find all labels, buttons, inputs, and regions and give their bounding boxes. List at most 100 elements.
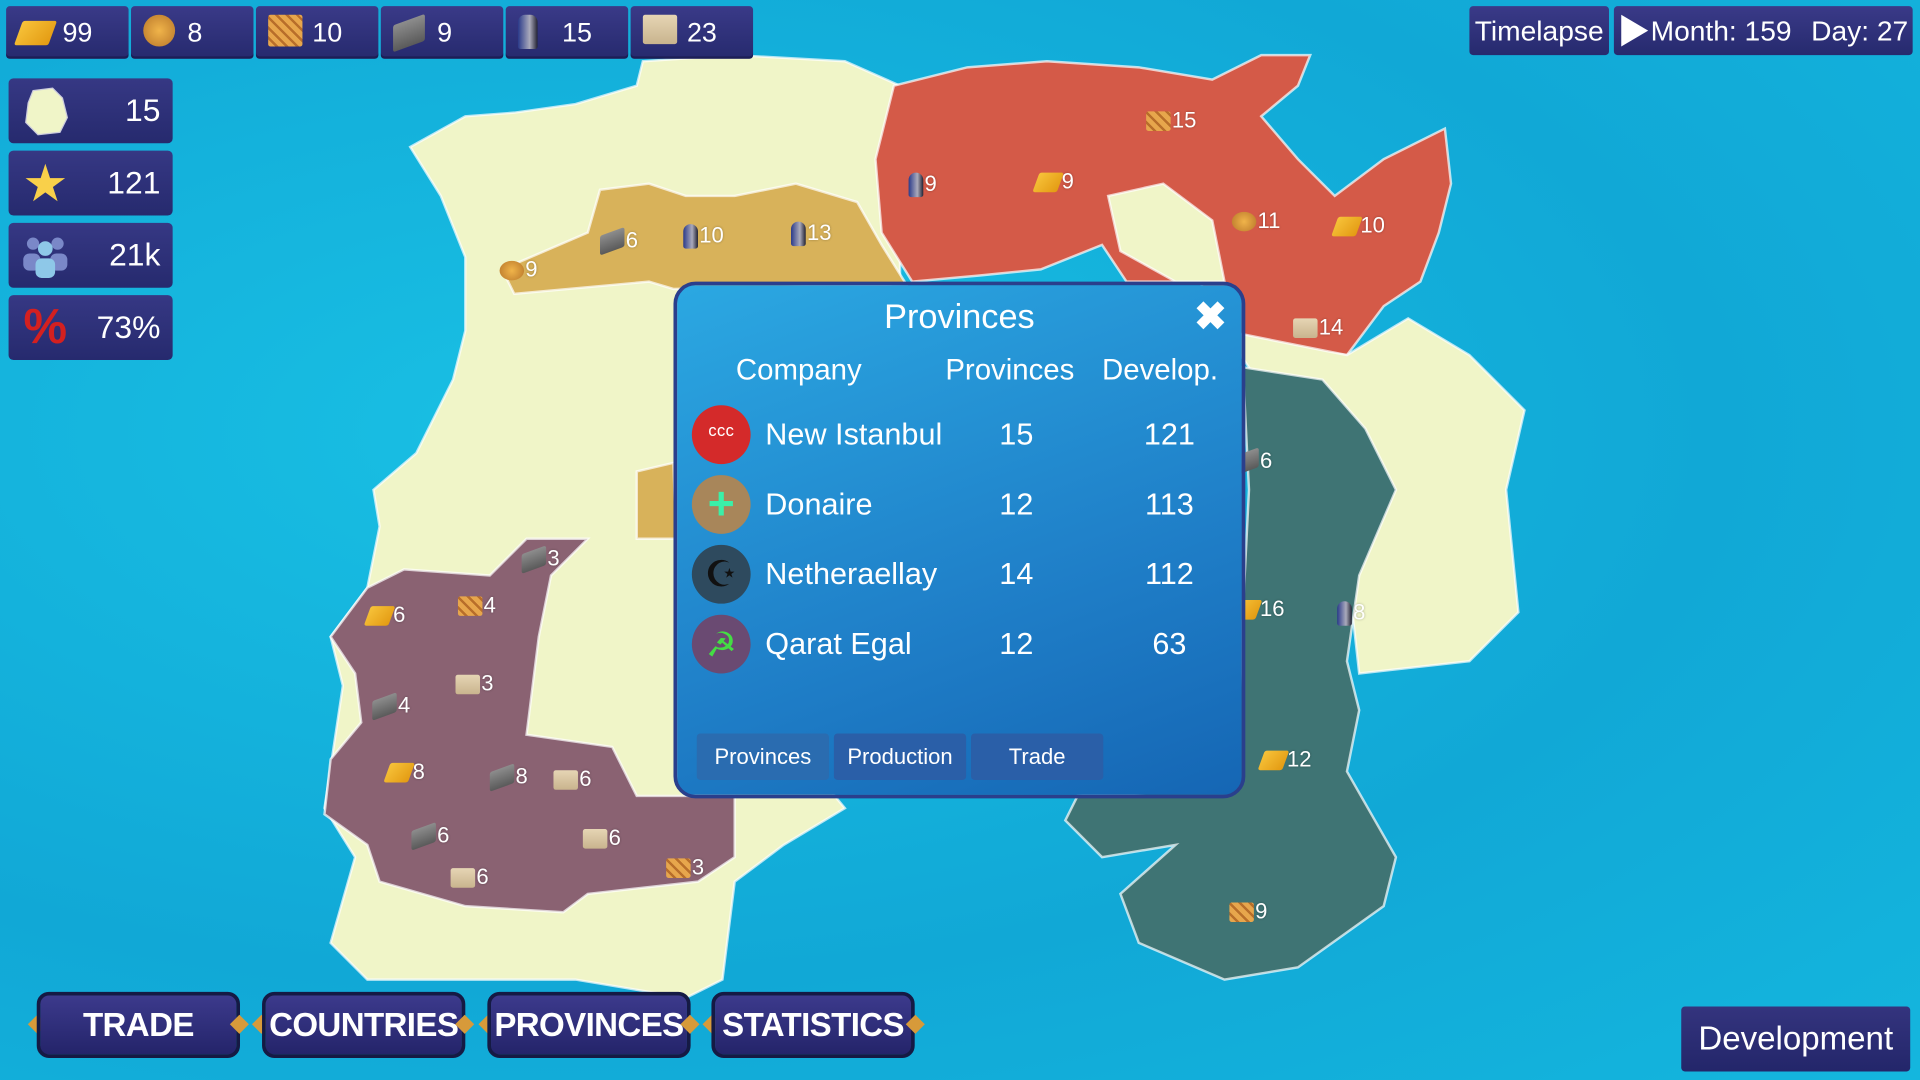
- stat-percentage[interactable]: % 73%: [8, 295, 173, 361]
- map-marker[interactable]: 6: [1234, 446, 1272, 476]
- hammer-sickle-flag-icon: ☭: [691, 614, 751, 674]
- star-icon: ★: [22, 154, 69, 212]
- table-row[interactable]: + Donaire 12 113: [691, 475, 1231, 536]
- table-row[interactable]: ☭ Qarat Egal 12 63: [691, 614, 1231, 676]
- map-marker[interactable]: 16: [1230, 596, 1285, 622]
- map-marker[interactable]: 9: [1229, 899, 1267, 925]
- boxes-icon: [553, 769, 578, 790]
- resource-gold[interactable]: 99: [6, 6, 129, 59]
- map-marker[interactable]: 9: [908, 171, 937, 197]
- marker-value: 6: [437, 822, 450, 848]
- stone-icon: [600, 226, 625, 255]
- marker-value: 3: [691, 854, 705, 880]
- map-marker[interactable]: 3: [521, 544, 560, 574]
- crescent-star-flag-icon: ☪: [691, 544, 751, 604]
- province-count: 14: [999, 557, 1034, 592]
- map-marker[interactable]: 6: [553, 767, 591, 793]
- marker-value: 4: [483, 592, 496, 618]
- close-icon[interactable]: ✖: [1194, 293, 1227, 338]
- map-marker[interactable]: 11: [1231, 208, 1280, 234]
- column-provinces: Provinces: [945, 353, 1075, 387]
- map-marker[interactable]: 3: [666, 855, 704, 881]
- trade-button[interactable]: TRADE: [36, 991, 241, 1058]
- percent-icon: %: [23, 300, 68, 354]
- stone-block-icon: [393, 13, 435, 52]
- company-name: New Istanbul: [765, 417, 943, 452]
- resource-stone[interactable]: 9: [380, 6, 504, 59]
- table-row[interactable]: ᶜᶜᶜ New Istanbul 15 121: [691, 405, 1231, 466]
- map-marker[interactable]: 8: [1337, 600, 1365, 626]
- provinces-button[interactable]: PROVINCES: [487, 991, 691, 1058]
- map-marker[interactable]: 4: [457, 592, 496, 619]
- stat-provinces[interactable]: 15: [8, 78, 173, 144]
- stat-development[interactable]: ★ 121: [8, 150, 173, 216]
- provinces-panel: Provinces ✖ Company Provinces Develop. ᶜ…: [673, 281, 1246, 799]
- map-marker[interactable]: 10: [683, 222, 724, 249]
- knight-icon: [683, 223, 698, 248]
- map-marker[interactable]: 9: [499, 257, 538, 283]
- map-marker[interactable]: 9: [1032, 169, 1074, 195]
- map-marker[interactable]: 14: [1293, 315, 1343, 341]
- stone-icon: [489, 762, 515, 792]
- develop-value: 63: [1152, 626, 1187, 662]
- countries-button[interactable]: COUNTRIES: [262, 991, 466, 1058]
- gold-icon: [1032, 172, 1064, 192]
- map-marker[interactable]: 15: [1146, 108, 1196, 134]
- resource-goods[interactable]: 23: [630, 6, 754, 59]
- marker-value: 3: [481, 671, 494, 696]
- map-marker[interactable]: 6: [411, 821, 450, 850]
- boxes-icon: [1293, 317, 1318, 338]
- map-marker[interactable]: 6: [582, 825, 621, 851]
- develop-value: 121: [1143, 417, 1195, 452]
- region-donaire-south: [635, 461, 678, 541]
- cardboard-boxes-icon: [642, 14, 685, 51]
- marker-value: 6: [476, 864, 489, 889]
- stone-icon: [521, 544, 547, 574]
- gold-icon: [383, 762, 415, 782]
- map-marker[interactable]: 6: [600, 226, 638, 255]
- timelapse-button[interactable]: Timelapse: [1469, 6, 1609, 56]
- map-marker[interactable]: 12: [1257, 747, 1311, 773]
- wood-icon: [1146, 110, 1171, 131]
- marker-value: 13: [806, 220, 832, 245]
- resource-grain[interactable]: 8: [131, 6, 254, 59]
- map-marker[interactable]: 8: [383, 759, 425, 785]
- wheat-icon: [1231, 211, 1257, 231]
- boxes-icon: [450, 867, 476, 888]
- play-icon[interactable]: [1621, 14, 1649, 47]
- map-marker[interactable]: 13: [791, 220, 831, 246]
- company-name: Donaire: [765, 487, 873, 522]
- map-marker[interactable]: 6: [450, 864, 489, 890]
- column-company: Company: [735, 353, 862, 387]
- resource-wood[interactable]: 10: [255, 6, 379, 59]
- stat-population[interactable]: 21k: [8, 222, 173, 288]
- province-count: 12: [999, 626, 1034, 662]
- tab-production[interactable]: Production: [833, 733, 967, 781]
- tab-trade[interactable]: Trade: [971, 733, 1104, 781]
- resource-knights[interactable]: 15: [505, 6, 629, 59]
- marker-value: 16: [1260, 596, 1285, 621]
- marker-value: 6: [608, 825, 621, 850]
- development-button[interactable]: Development: [1681, 1006, 1911, 1072]
- gold-bar-icon: [13, 14, 60, 51]
- marker-value: 10: [699, 222, 724, 248]
- grain-sack-icon: [143, 14, 185, 51]
- map-marker[interactable]: 4: [372, 691, 410, 721]
- map-marker[interactable]: 10: [1331, 213, 1385, 239]
- tab-provinces[interactable]: Provinces: [696, 733, 829, 781]
- population-icon: [18, 228, 72, 282]
- statistics-button[interactable]: STATISTICS: [711, 991, 915, 1058]
- panel-title: Provinces: [884, 297, 1035, 336]
- column-develop: Develop.: [1102, 353, 1219, 387]
- marker-value: 14: [1318, 314, 1344, 340]
- map-marker[interactable]: 6: [363, 602, 405, 628]
- wood-icon: [1229, 901, 1254, 922]
- table-row[interactable]: ☪ Netheraellay 14 112: [691, 544, 1231, 606]
- map-marker[interactable]: 8: [489, 762, 528, 792]
- boxes-icon: [582, 828, 608, 848]
- territory-map-icon: [18, 84, 72, 138]
- marker-value: 6: [579, 766, 592, 792]
- marker-value: 15: [1171, 107, 1197, 133]
- map-marker[interactable]: 3: [455, 671, 494, 697]
